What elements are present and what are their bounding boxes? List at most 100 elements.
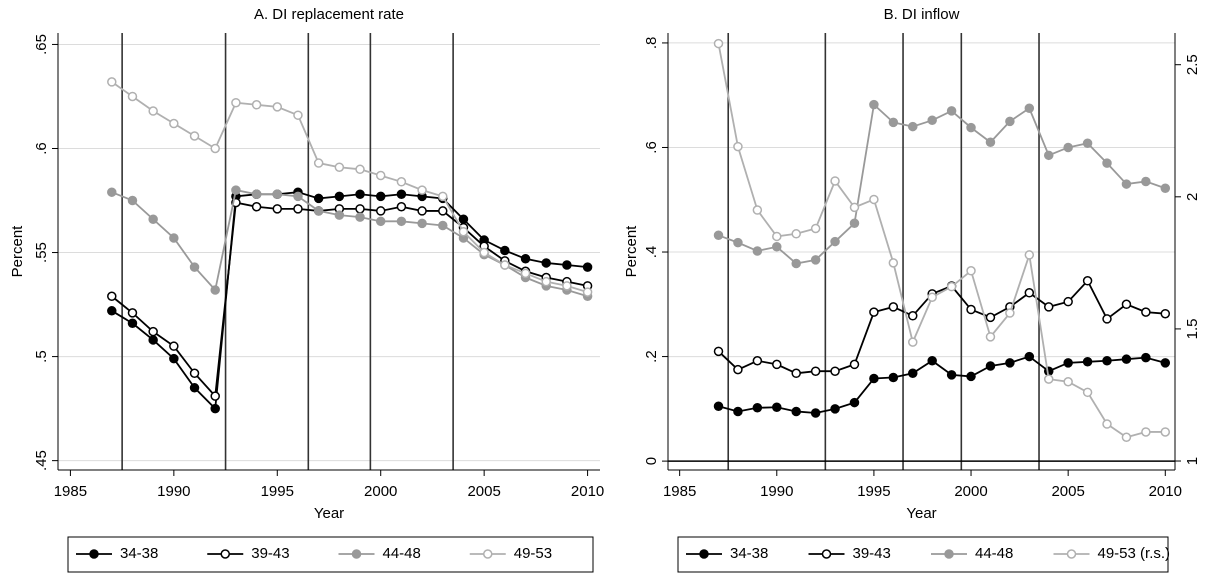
point bbox=[127, 91, 138, 102]
point bbox=[849, 218, 860, 229]
point bbox=[541, 276, 551, 287]
point bbox=[810, 223, 821, 234]
point bbox=[210, 285, 220, 295]
point bbox=[375, 216, 386, 227]
point bbox=[946, 106, 957, 116]
point bbox=[869, 373, 879, 384]
point bbox=[313, 193, 324, 204]
point bbox=[479, 247, 489, 258]
point bbox=[210, 391, 220, 401]
y-tick-label: .6 bbox=[33, 142, 50, 155]
point bbox=[169, 353, 179, 364]
x-tick-label: 2005 bbox=[467, 483, 500, 500]
point bbox=[1005, 358, 1015, 368]
point bbox=[1102, 314, 1112, 324]
point bbox=[438, 191, 448, 202]
legend-marker bbox=[89, 549, 99, 559]
y2-tick-label: 1 bbox=[1184, 457, 1201, 465]
point bbox=[458, 214, 469, 224]
point bbox=[888, 302, 899, 312]
y-axis-label: Percent bbox=[9, 225, 26, 278]
point bbox=[417, 206, 427, 216]
point bbox=[500, 260, 510, 270]
point bbox=[334, 191, 345, 202]
point bbox=[733, 364, 743, 375]
point bbox=[272, 189, 283, 200]
point bbox=[1141, 352, 1151, 363]
point bbox=[169, 341, 179, 351]
point bbox=[313, 206, 324, 216]
point bbox=[966, 371, 976, 382]
point bbox=[1121, 432, 1132, 442]
point bbox=[107, 291, 117, 301]
point bbox=[830, 366, 840, 376]
point bbox=[1160, 358, 1171, 368]
point bbox=[869, 99, 879, 110]
point bbox=[293, 204, 303, 214]
legend-label: 44-48 bbox=[975, 545, 1013, 562]
point bbox=[985, 312, 996, 323]
point bbox=[438, 220, 448, 231]
x-tick-label: 2010 bbox=[1149, 483, 1182, 500]
point bbox=[1160, 427, 1171, 437]
x-axis-label: Year bbox=[906, 505, 936, 522]
point bbox=[733, 141, 743, 152]
y-tick-label: .4 bbox=[643, 246, 660, 259]
y2-tick-label: 2.5 bbox=[1184, 54, 1201, 75]
point bbox=[810, 366, 821, 376]
point bbox=[189, 368, 200, 378]
y-tick-label: .8 bbox=[643, 37, 660, 50]
point bbox=[966, 266, 976, 276]
x-tick-label: 1985 bbox=[54, 483, 87, 500]
point bbox=[251, 189, 262, 200]
point bbox=[1121, 299, 1132, 310]
point bbox=[869, 307, 879, 317]
point bbox=[908, 121, 918, 132]
y-tick-label: .2 bbox=[643, 350, 660, 363]
plot-area bbox=[58, 33, 600, 470]
y-axis-label: Percent bbox=[623, 225, 640, 278]
legend-label: 39-43 bbox=[853, 545, 891, 562]
point bbox=[1024, 103, 1035, 114]
point bbox=[272, 102, 283, 112]
point bbox=[1121, 179, 1132, 189]
point bbox=[830, 404, 840, 414]
point bbox=[772, 359, 782, 370]
point bbox=[169, 118, 179, 129]
point bbox=[355, 204, 365, 214]
point bbox=[251, 100, 262, 110]
point bbox=[500, 245, 510, 256]
legend-label: 34-38 bbox=[730, 545, 768, 562]
point bbox=[355, 212, 365, 222]
point bbox=[334, 210, 345, 220]
point bbox=[438, 206, 448, 216]
legend-label: 39-43 bbox=[251, 545, 289, 562]
point bbox=[733, 406, 743, 417]
point bbox=[458, 226, 469, 237]
y-tick-label: .5 bbox=[33, 350, 50, 363]
point bbox=[752, 403, 763, 413]
point bbox=[927, 356, 937, 366]
point bbox=[1141, 176, 1151, 187]
point bbox=[107, 77, 117, 87]
point bbox=[1063, 142, 1073, 153]
point bbox=[888, 372, 899, 383]
point bbox=[791, 368, 801, 379]
point bbox=[713, 401, 724, 411]
point bbox=[313, 158, 324, 168]
point bbox=[148, 214, 158, 224]
point bbox=[830, 236, 840, 247]
point bbox=[713, 230, 724, 241]
point bbox=[375, 206, 386, 216]
point bbox=[752, 246, 763, 256]
point bbox=[396, 216, 407, 227]
chart-title: B. DI inflow bbox=[884, 6, 960, 23]
point bbox=[1043, 374, 1054, 384]
point bbox=[1024, 250, 1035, 260]
x-axis-label: Year bbox=[314, 505, 344, 522]
point bbox=[189, 131, 200, 141]
legend-marker bbox=[699, 549, 709, 559]
point bbox=[1141, 427, 1151, 437]
y-tick-label: .55 bbox=[33, 242, 50, 263]
x-tick-label: 2000 bbox=[364, 483, 397, 500]
